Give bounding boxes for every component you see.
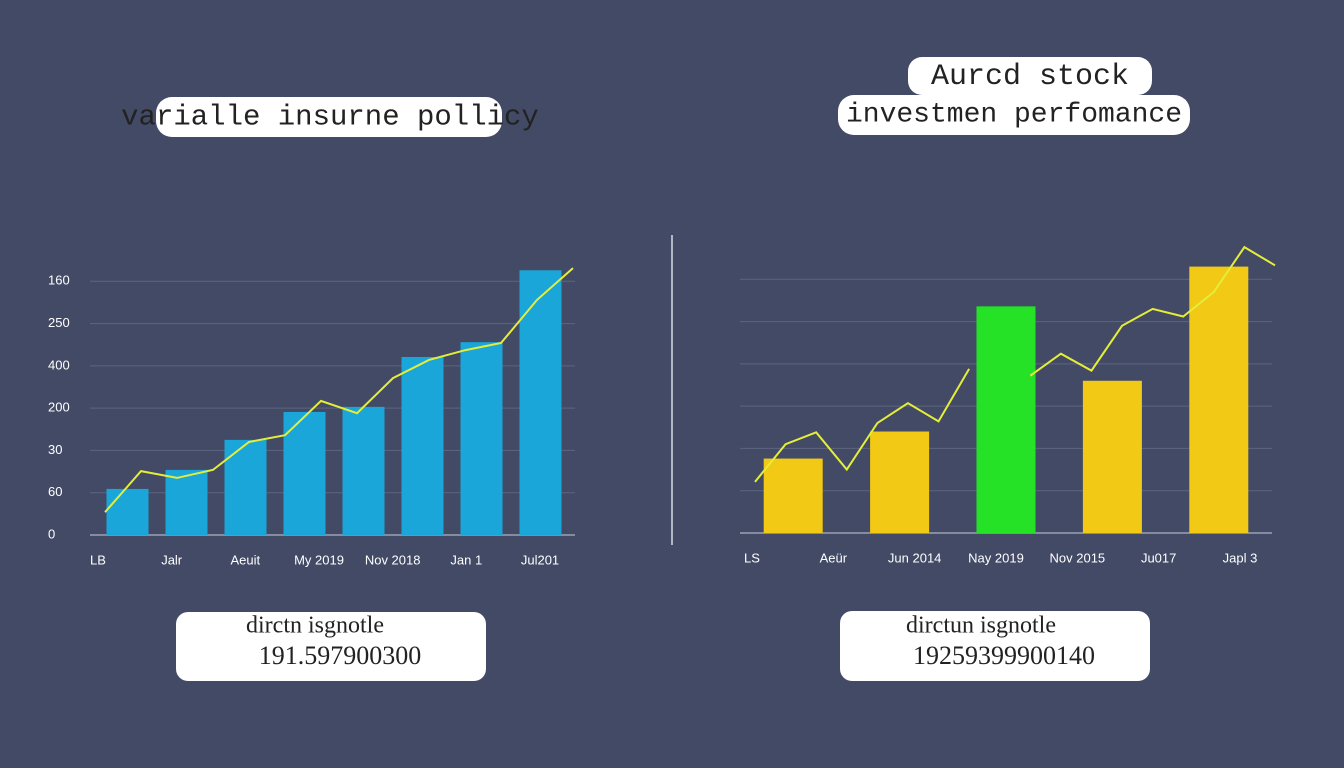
- note-label: dirctun isgnotle: [906, 613, 1056, 639]
- bar: [763, 458, 823, 533]
- x-tick-label: Nov 2015: [1050, 550, 1106, 565]
- x-tick-label: My 2019: [294, 552, 344, 567]
- bar: [1082, 380, 1142, 533]
- x-tick-label: Japl 3: [1223, 550, 1258, 565]
- x-tick-label: Jun 2014: [888, 550, 942, 565]
- bar: [976, 306, 1036, 533]
- trend-line: [104, 267, 574, 513]
- bar: [870, 431, 930, 533]
- y-tick-label: 30: [48, 442, 62, 457]
- bar: [106, 488, 149, 535]
- bar: [519, 270, 562, 535]
- bar: [224, 439, 267, 535]
- note-value: 191.597900300: [259, 641, 422, 670]
- x-tick-label: Aeuit: [231, 552, 261, 567]
- y-tick-label: 250: [48, 315, 70, 330]
- chart-subtitle: investmen perfomance: [846, 99, 1182, 130]
- x-tick-label: Jan 1: [450, 552, 482, 567]
- note-box: [840, 611, 1150, 681]
- y-tick-label: 400: [48, 357, 70, 372]
- subtitle-pill: [838, 95, 1190, 135]
- chart-title: Aurcd stock: [931, 60, 1129, 94]
- bar: [1189, 266, 1249, 533]
- trend-line: [754, 245, 1276, 483]
- y-tick-label: 0: [48, 526, 55, 541]
- x-tick-label: Aeür: [820, 550, 848, 565]
- note-label: dirctn isgnotle: [246, 613, 384, 639]
- x-tick-label: Jul201: [521, 552, 559, 567]
- bar: [401, 356, 444, 535]
- x-tick-label: Jalr: [161, 552, 183, 567]
- note-value: 19259399900140: [913, 641, 1095, 670]
- bar: [460, 342, 503, 535]
- bar: [342, 406, 385, 535]
- y-tick-label: 200: [48, 400, 70, 415]
- y-tick-label: 60: [48, 484, 62, 499]
- x-tick-label: Ju017: [1141, 550, 1176, 565]
- y-tick-label: 160: [48, 273, 70, 288]
- bar: [283, 411, 326, 535]
- x-tick-label: Nov 2018: [365, 552, 421, 567]
- title-pill: [908, 57, 1152, 95]
- x-tick-label: LB: [90, 552, 106, 567]
- title-pill: [156, 97, 502, 137]
- note-box: [176, 612, 486, 681]
- x-tick-label: LS: [744, 550, 760, 565]
- x-tick-label: Nay 2019: [968, 550, 1024, 565]
- chart-title: varialle insurne pollicy: [121, 101, 539, 134]
- bar: [165, 469, 208, 535]
